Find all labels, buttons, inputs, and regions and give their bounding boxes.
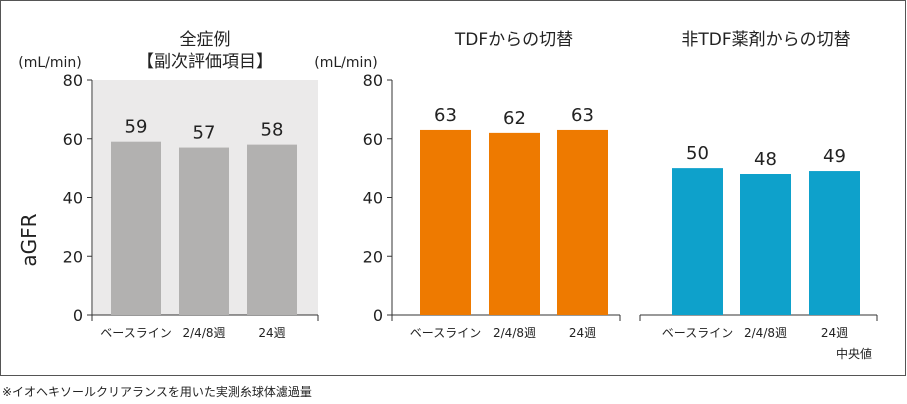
y-tick-label: 40 (63, 189, 83, 208)
bar (247, 144, 297, 315)
x-tick-label: ベースライン (662, 326, 733, 340)
bar (111, 141, 161, 315)
y-tick-label: 20 (363, 247, 383, 266)
x-tick-label: 24週 (569, 326, 596, 340)
footnote: ※イオヘキソールクリアランスを用いた実測糸球体濾過量 (2, 384, 312, 399)
x-tick-label: 2/4/8週 (493, 326, 536, 340)
x-tick-label: 2/4/8週 (744, 326, 787, 340)
x-tick-label: 24週 (258, 326, 285, 340)
data-label: 59 (125, 117, 148, 138)
bar (740, 174, 791, 315)
bar (420, 129, 471, 315)
bar (809, 171, 860, 315)
y-tick-label: 0 (73, 306, 83, 325)
y-tick-label: 0 (373, 306, 383, 325)
chart-subtitle: 【副次評価項目】 (137, 52, 273, 72)
data-label: 48 (754, 149, 777, 170)
frame (0, 0, 906, 376)
unit-label: (mL/min) (18, 55, 81, 71)
data-label: 58 (261, 120, 284, 141)
y-tick-label: 80 (363, 71, 383, 90)
x-tick-label: 24週 (821, 326, 848, 340)
bar (557, 129, 608, 315)
unit-label: (mL/min) (314, 55, 377, 71)
data-label: 63 (571, 105, 594, 126)
data-label: 63 (434, 105, 457, 126)
y-tick-label: 60 (63, 130, 83, 149)
x-tick-label: ベースライン (410, 326, 481, 340)
y-tick-label: 40 (363, 189, 383, 208)
y-tick-label: 20 (63, 247, 83, 266)
y-axis-label: aGFR (17, 213, 41, 266)
data-label: 57 (193, 123, 216, 144)
chart-title: 全症例 (180, 30, 231, 50)
x-tick-label: ベースライン (100, 326, 171, 340)
data-label: 50 (686, 143, 709, 164)
data-label: 62 (503, 108, 526, 129)
data-label: 49 (823, 146, 846, 167)
y-tick-label: 80 (63, 71, 83, 90)
y-tick-label: 60 (363, 130, 383, 149)
chart-title: 非TDF薬剤からの切替 (681, 30, 850, 50)
bar (489, 132, 540, 315)
chart-title: TDFからの切替 (454, 30, 573, 50)
x-tick-label: 2/4/8週 (183, 326, 226, 340)
bar (672, 168, 723, 315)
bar (179, 147, 229, 315)
median-note: 中央値 (836, 346, 872, 361)
